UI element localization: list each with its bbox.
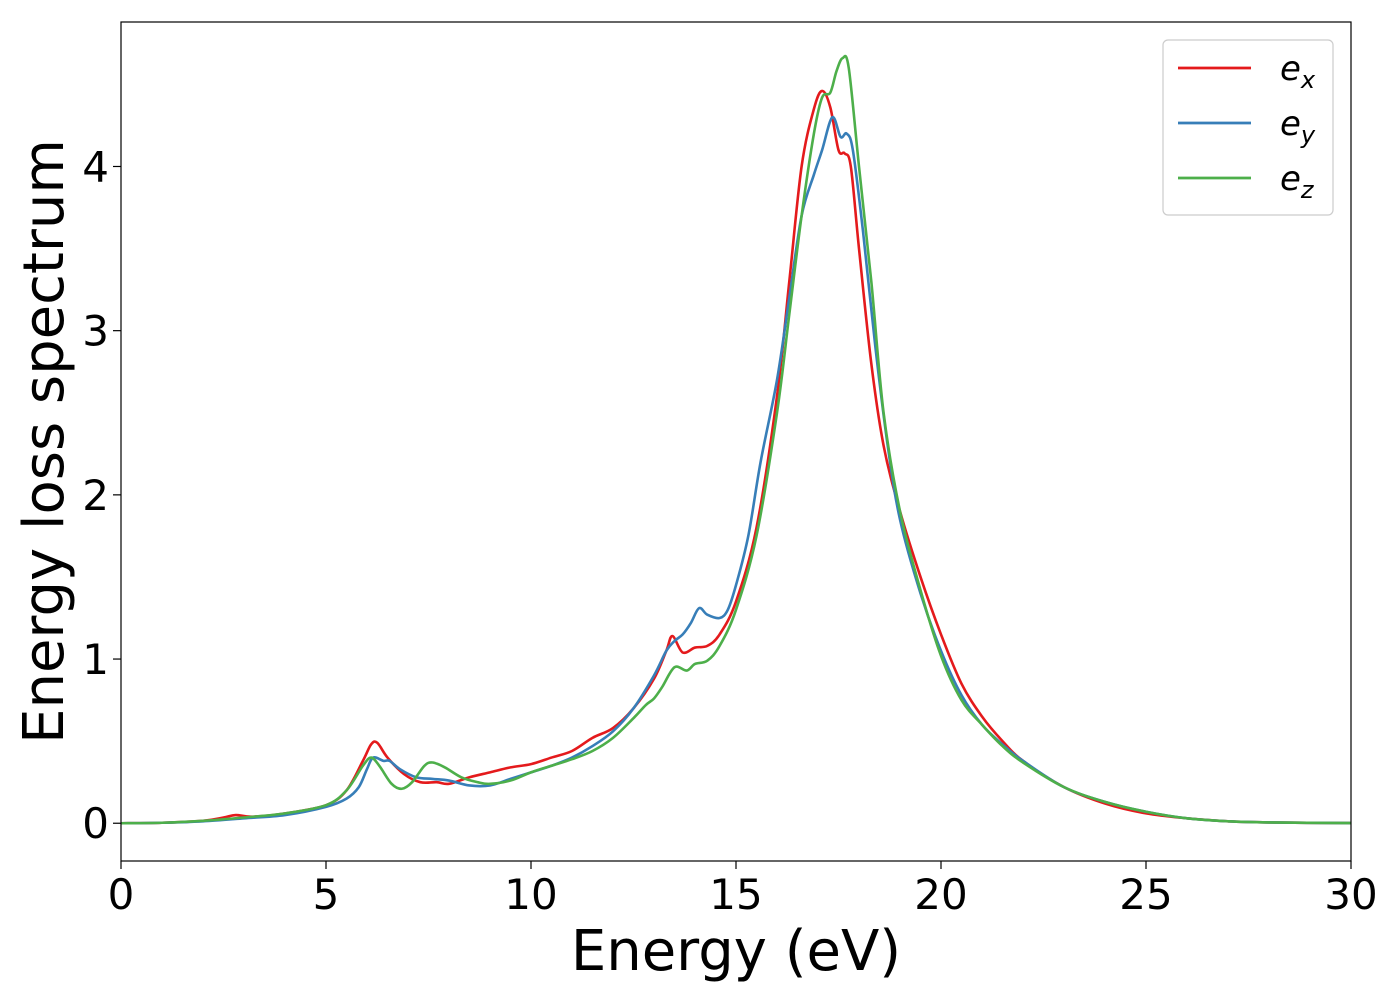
legend-box — [1162, 39, 1334, 216]
x-tick-label: 30 — [1324, 870, 1377, 919]
x-axis-title: Energy (eV) — [571, 919, 901, 984]
x-tick-label: 20 — [914, 870, 967, 919]
series-layer — [121, 54, 1351, 825]
x-tick-label: 25 — [1119, 870, 1172, 919]
series-line-ey — [121, 115, 1351, 825]
legend-label-ey: ey — [1280, 104, 1316, 149]
y-axis-ticks: 0 1 2 3 4 — [82, 142, 121, 848]
y-axis-title: Energy loss spectrum — [12, 139, 77, 744]
y-tick-label: 4 — [82, 142, 109, 191]
series-line-ez — [121, 54, 1351, 825]
y-tick-label: 1 — [82, 635, 109, 684]
y-tick-label: 2 — [82, 471, 109, 520]
y-tick-label: 3 — [82, 307, 109, 356]
x-tick-label: 15 — [709, 870, 762, 919]
y-tick-label: 0 — [82, 799, 109, 848]
series-line-ex — [121, 89, 1351, 825]
x-tick-label: 5 — [313, 870, 340, 919]
x-tick-label: 10 — [504, 870, 557, 919]
x-tick-label: 0 — [108, 870, 135, 919]
legend-label-ex: ex — [1280, 49, 1316, 94]
x-axis-ticks: 0 5 10 15 20 25 30 — [108, 861, 1378, 919]
